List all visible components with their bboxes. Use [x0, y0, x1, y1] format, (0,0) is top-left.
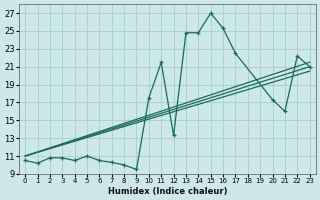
X-axis label: Humidex (Indice chaleur): Humidex (Indice chaleur) — [108, 187, 227, 196]
